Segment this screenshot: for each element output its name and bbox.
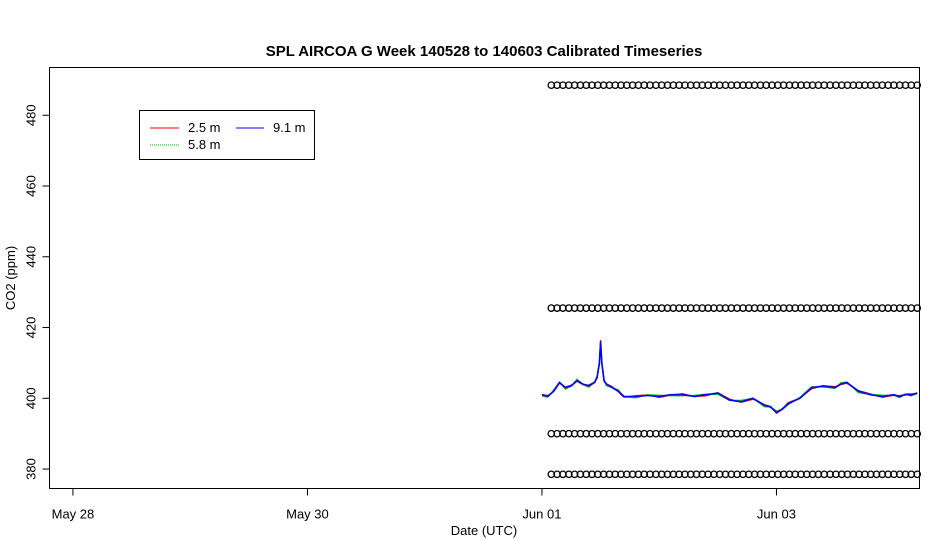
y-tick-label: 380: [24, 458, 39, 480]
calibration-marker-row: [547, 470, 922, 479]
y-tick-label: 480: [24, 104, 39, 126]
data-layer: [541, 81, 922, 479]
plot-frame: [49, 67, 920, 489]
calibration-point: [913, 429, 922, 438]
series-line-9-1-m: [541, 340, 918, 414]
legend-label-2-5m: 2.5 m: [188, 120, 221, 135]
y-tick-label: 440: [24, 246, 39, 268]
x-axis-label: Date (UTC): [451, 523, 517, 538]
calibration-point: [913, 304, 922, 312]
x-tick-label: Jun 01: [522, 507, 561, 522]
series-line-2-5-m: [541, 339, 918, 414]
legend-label-9-1m: 9.1 m: [273, 120, 306, 135]
y-axis-label: CO2 (ppm): [3, 246, 18, 310]
calibration-marker-row: [547, 429, 922, 438]
y-tick-label: 420: [24, 317, 39, 339]
calibration-point: [913, 81, 922, 90]
calibration-marker-row: [547, 304, 922, 312]
chart-title: SPL AIRCOA G Week 140528 to 140603 Calib…: [266, 43, 703, 60]
calibration-point: [913, 470, 922, 479]
y-tick-label: 400: [24, 387, 39, 409]
axes-layer: May 28 May 30 Jun 01 Jun 03 380 400 420 440 460 4…: [24, 104, 796, 521]
x-tick-label: Jun 03: [757, 507, 796, 522]
legend-box: [139, 110, 315, 160]
x-tick-label: May 28: [52, 507, 95, 522]
y-tick-label: 460: [24, 175, 39, 197]
legend-label-5-8m: 5.8 m: [188, 137, 221, 152]
x-tick-label: May 30: [286, 507, 329, 522]
calibration-marker-row: [547, 81, 922, 90]
legend: 2.5 m 5.8 m 9.1 m: [139, 110, 315, 160]
